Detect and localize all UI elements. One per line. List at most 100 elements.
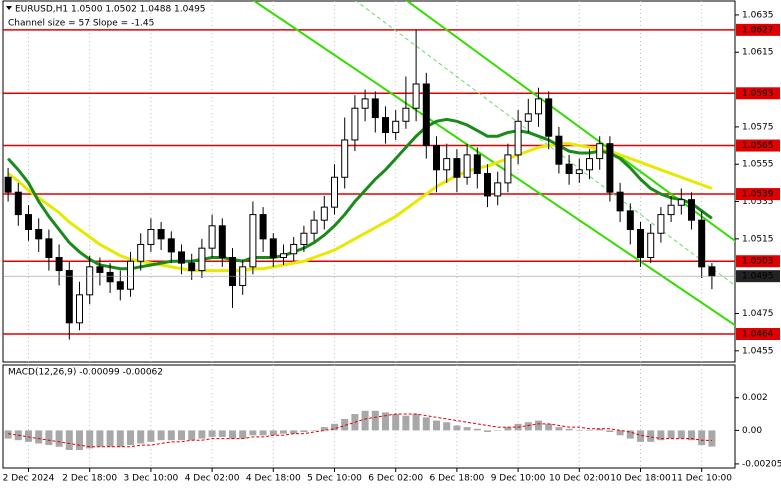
level-label: 1.0627 xyxy=(742,25,774,35)
candle-body xyxy=(443,158,451,171)
candle-body xyxy=(96,266,104,273)
y-tick-label: 1.0575 xyxy=(742,122,774,132)
macd-bar xyxy=(504,427,512,431)
macd-bar xyxy=(229,430,236,439)
level-label: 1.0593 xyxy=(742,89,774,99)
candle-body xyxy=(157,229,165,240)
level-label-box xyxy=(736,139,780,152)
macd-bar xyxy=(698,430,706,446)
level-label: 1.0503 xyxy=(742,257,774,267)
current-price-label: 1.0495 xyxy=(742,272,774,282)
x-tick-label: 5 Dec 10:00 xyxy=(307,474,362,484)
macd-bar xyxy=(677,430,685,439)
macd-bar xyxy=(249,430,257,436)
level-label-box xyxy=(736,328,780,341)
macd-bar xyxy=(188,430,196,441)
candle-body xyxy=(606,143,614,193)
macd-bar xyxy=(167,430,175,441)
y-tick-label: 1.0475 xyxy=(742,309,774,319)
candle-body xyxy=(422,83,430,147)
macd-bar xyxy=(453,425,461,431)
candle-body xyxy=(116,281,124,290)
candle-body xyxy=(198,247,206,272)
moving-average xyxy=(7,142,713,273)
candle-body xyxy=(106,271,114,283)
chart-title: EURUSD,H1 1.0500 1.0502 1.0488 1.0495 xyxy=(15,5,206,15)
macd-bar xyxy=(65,430,73,451)
candle-body xyxy=(269,238,277,259)
macd-bar xyxy=(412,414,420,431)
candle-body xyxy=(300,232,308,245)
x-tick-label: 4 Dec 02:00 xyxy=(185,474,240,484)
macd-bar xyxy=(708,430,716,447)
candle-body xyxy=(137,243,145,262)
candle-body xyxy=(208,225,216,249)
candle-body xyxy=(76,294,83,324)
candle-body xyxy=(708,266,716,277)
macd-bar xyxy=(116,430,124,447)
macd-bar xyxy=(259,430,267,436)
candle-body xyxy=(65,270,73,324)
macd-bar xyxy=(361,410,369,431)
macd-bar xyxy=(545,423,553,431)
candle-body xyxy=(412,83,420,109)
candle-body xyxy=(86,266,94,296)
candle-body xyxy=(667,204,675,216)
candle-body xyxy=(249,214,257,268)
macd-bar xyxy=(586,430,593,431)
candle-body xyxy=(280,253,287,259)
candle-body xyxy=(524,113,532,122)
x-tick-label: 11 Dec 10:00 xyxy=(671,474,732,484)
macd-bar xyxy=(606,430,614,433)
macd-bar xyxy=(280,430,287,434)
macd-bar xyxy=(45,430,53,446)
candle-body xyxy=(575,169,583,175)
macd-bar xyxy=(392,414,400,431)
candle-body xyxy=(55,257,63,272)
y-tick-label: 1.0535 xyxy=(742,197,774,207)
level-label-box xyxy=(736,188,780,201)
y-tick-label: 1.0635 xyxy=(742,10,774,20)
candle-body xyxy=(647,232,655,259)
macd-bar xyxy=(433,420,440,431)
macd-bar xyxy=(575,430,583,431)
macd-bar xyxy=(320,427,328,431)
macd-bar xyxy=(137,430,145,444)
candle-body xyxy=(229,257,236,286)
candle-body xyxy=(688,199,695,221)
macd-signal xyxy=(8,413,712,448)
y-tick-label: 1.0615 xyxy=(742,48,774,58)
candle-body xyxy=(45,238,53,259)
candle-body xyxy=(178,251,185,264)
x-tick-label: 10 Dec 02:00 xyxy=(549,474,610,484)
macd-bar xyxy=(688,430,695,441)
candle-body xyxy=(596,143,604,160)
y-tick-label: 1.0455 xyxy=(742,346,774,356)
channel-line xyxy=(405,1,735,243)
candle-body xyxy=(504,154,512,184)
channel-line xyxy=(355,1,735,287)
macd-title: MACD(12,26,9) -0.00099 -0.00062 xyxy=(8,368,163,378)
macd-bar xyxy=(596,428,604,431)
candle-body xyxy=(473,154,481,175)
macd-y-tick-label: -0.00205 xyxy=(742,459,781,469)
candle-body xyxy=(616,191,624,212)
current-price-box xyxy=(736,270,780,283)
candle-body xyxy=(545,98,553,137)
macd-bar xyxy=(269,430,277,436)
candle-body xyxy=(586,158,593,171)
candle-body xyxy=(310,219,318,234)
candle-body xyxy=(320,206,328,221)
moving-average xyxy=(6,117,713,271)
x-tick-label: 3 Dec 10:00 xyxy=(123,474,178,484)
x-tick-label: 4 Dec 18:00 xyxy=(246,474,301,484)
candle-body xyxy=(341,139,349,178)
macd-bar xyxy=(463,427,471,431)
candle-body xyxy=(637,229,644,259)
macd-bar xyxy=(382,412,389,431)
macd-y-tick-label: 0.00 xyxy=(742,426,762,436)
candle-body xyxy=(514,120,522,156)
level-label: 1.0565 xyxy=(742,141,774,151)
macd-bar xyxy=(208,430,216,437)
